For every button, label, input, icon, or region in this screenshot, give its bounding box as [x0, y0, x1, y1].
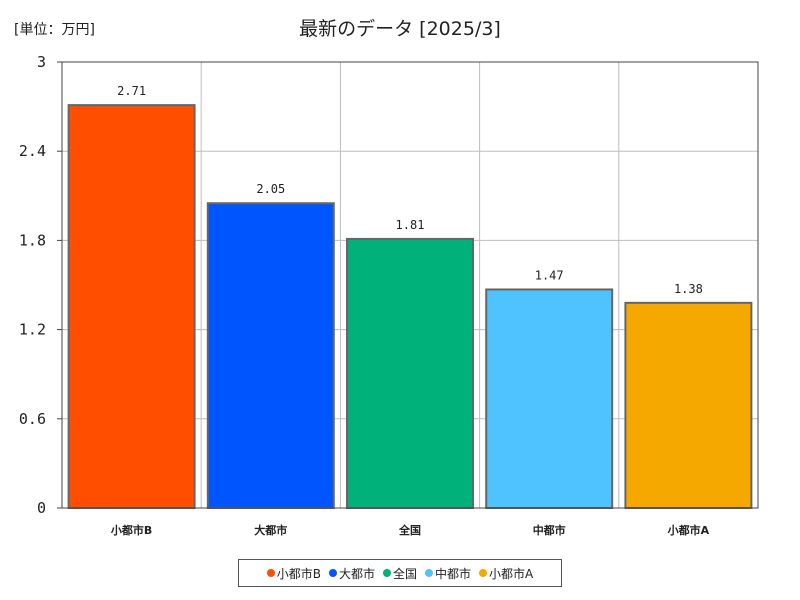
x-tick-label: 大都市	[254, 523, 287, 537]
legend-label: 中都市	[435, 566, 472, 581]
bar	[485, 288, 614, 509]
legend-swatch	[425, 569, 434, 577]
value-labels: 2.71 2.05 1.81 1.47 1.38	[117, 84, 703, 296]
y-tick-label: 3	[37, 53, 46, 71]
y-tick-label: 0.6	[19, 410, 46, 428]
x-tick-label: 小都市B	[110, 523, 152, 537]
bar	[206, 202, 335, 509]
legend-label: 小都市A	[489, 566, 534, 581]
x-tick-label: 小都市A	[667, 523, 710, 537]
data-label: 1.47	[535, 268, 564, 282]
chart-title: 最新のデータ [2025/3]	[299, 18, 501, 40]
y-tick-label: 2.4	[19, 142, 46, 160]
x-tick-label: 中都市	[533, 523, 566, 537]
y-tick-label: 1.8	[19, 231, 46, 249]
legend-label: 全国	[393, 566, 418, 581]
y-tick-label: 1.2	[19, 321, 46, 339]
legend-item: 小都市A	[479, 565, 533, 582]
bars	[67, 104, 753, 509]
legend: 小都市B 大都市 全国 中都市 小都市A	[238, 559, 562, 587]
legend-item: 小都市B	[266, 565, 321, 582]
legend-label: 小都市B	[276, 566, 321, 581]
bar	[67, 104, 196, 509]
bar	[624, 301, 753, 509]
y-tick-label: 0	[37, 499, 46, 517]
legend-item: 大都市	[328, 565, 375, 582]
bar	[346, 237, 474, 509]
data-label: 1.38	[674, 282, 703, 296]
plot-frame	[61, 61, 759, 509]
legend-swatch	[328, 569, 337, 577]
legend-swatch	[266, 569, 275, 577]
unit-label: [単位：万円]	[14, 22, 95, 38]
legend-item: 全国	[383, 565, 417, 582]
data-label: 2.71	[117, 84, 146, 98]
legend-item: 中都市	[425, 565, 471, 582]
data-label: 1.81	[396, 218, 425, 232]
x-tick-label: 全国	[398, 523, 421, 537]
legend-swatch	[383, 569, 391, 577]
axes: 0 0.6 1.2 1.8 2.4 3 小都市B 大都市 全国 中都市 小都市A	[19, 53, 759, 537]
legend-swatch	[479, 569, 488, 577]
legend-label: 大都市	[338, 566, 375, 581]
data-label: 2.05	[256, 182, 285, 196]
